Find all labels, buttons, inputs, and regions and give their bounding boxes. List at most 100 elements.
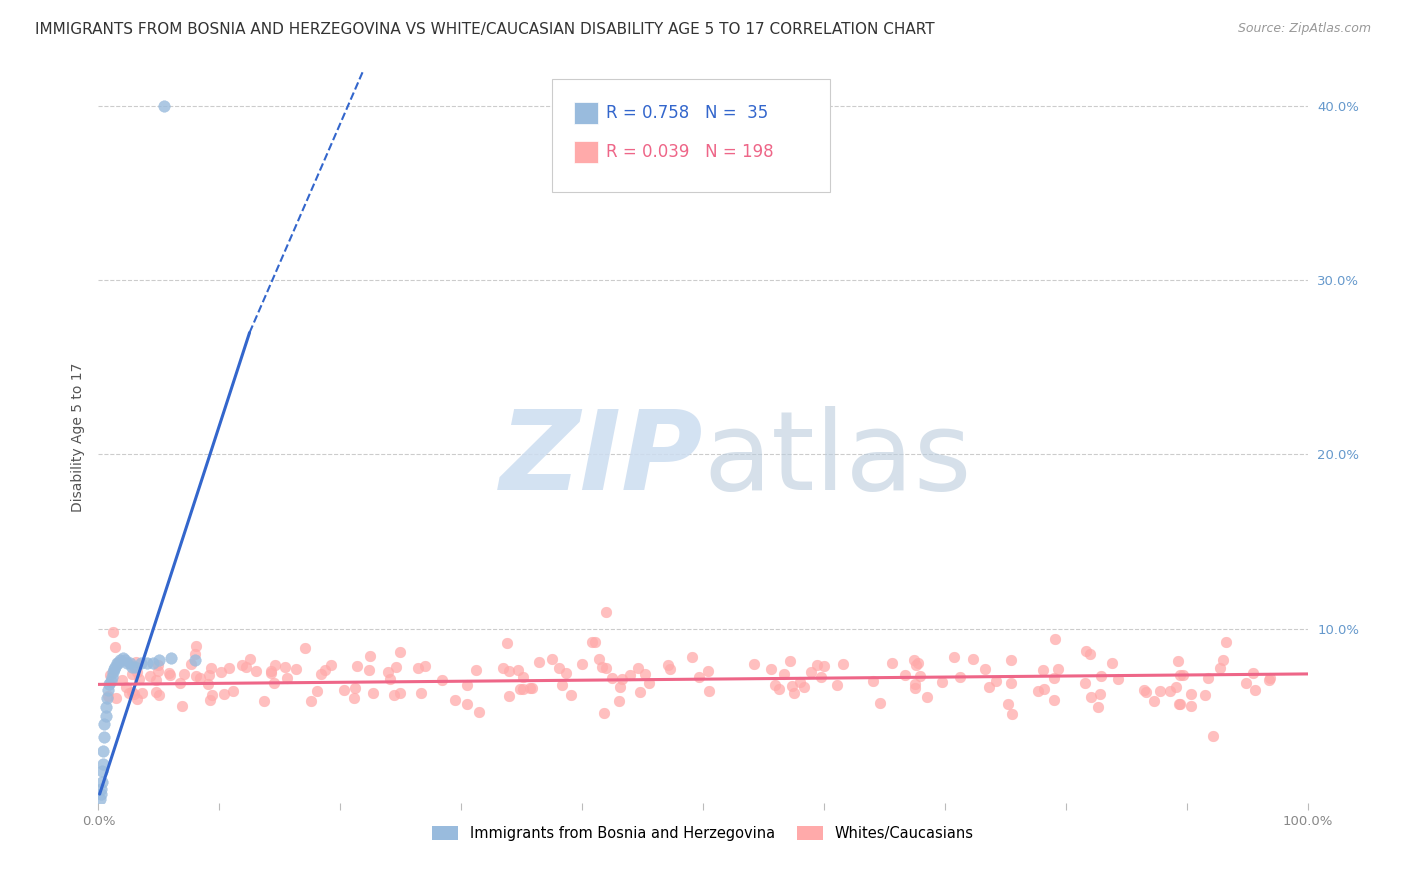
Point xyxy=(1143,694,1166,708)
Point xyxy=(997,698,1019,712)
Point xyxy=(90,787,112,801)
Point xyxy=(1076,644,1098,658)
Point xyxy=(768,682,790,697)
Point xyxy=(346,658,368,673)
Text: Source: ZipAtlas.com: Source: ZipAtlas.com xyxy=(1237,22,1371,36)
Point xyxy=(496,636,519,650)
Point xyxy=(974,662,997,676)
FancyBboxPatch shape xyxy=(551,78,830,192)
Point xyxy=(1080,690,1102,704)
Y-axis label: Disability Age 5 to 17: Disability Age 5 to 17 xyxy=(70,362,84,512)
Point xyxy=(198,693,221,707)
Point xyxy=(96,691,118,706)
Point xyxy=(159,667,181,681)
Point xyxy=(263,676,285,690)
Point xyxy=(377,665,399,679)
Point xyxy=(184,669,207,683)
Point xyxy=(512,670,534,684)
Point xyxy=(903,653,925,667)
Point xyxy=(148,688,170,702)
Point xyxy=(943,649,966,664)
Point xyxy=(305,684,328,698)
Point xyxy=(103,662,125,676)
Point xyxy=(1168,697,1191,711)
Point xyxy=(443,693,465,707)
Point xyxy=(343,681,366,695)
Point xyxy=(697,664,720,678)
Point xyxy=(146,657,169,672)
Point xyxy=(121,684,143,698)
Point xyxy=(548,661,571,675)
Text: IMMIGRANTS FROM BOSNIA AND HERZEGOVINA VS WHITE/CAUCASIAN DISABILITY AGE 5 TO 17: IMMIGRANTS FROM BOSNIA AND HERZEGOVINA V… xyxy=(35,22,935,37)
Point xyxy=(183,647,205,661)
Point xyxy=(984,674,1007,689)
Point xyxy=(527,655,550,669)
Point xyxy=(114,653,136,667)
Point xyxy=(509,681,531,696)
Point xyxy=(581,635,603,649)
Point xyxy=(1000,653,1022,667)
Point xyxy=(763,678,786,692)
Point xyxy=(188,671,211,685)
Point xyxy=(1258,671,1281,685)
Point xyxy=(1032,664,1054,678)
Point xyxy=(186,639,208,653)
Point xyxy=(430,673,453,688)
Point xyxy=(101,665,124,680)
Point xyxy=(742,657,765,672)
Point xyxy=(274,660,297,674)
Point xyxy=(1149,684,1171,698)
Point xyxy=(110,673,132,688)
Point xyxy=(218,661,240,675)
Point xyxy=(456,697,478,711)
Point xyxy=(1258,673,1281,687)
Point xyxy=(1026,684,1049,698)
Point xyxy=(260,666,283,681)
Point xyxy=(299,694,322,708)
Point xyxy=(309,666,332,681)
Point xyxy=(1101,656,1123,670)
Point xyxy=(1000,675,1022,690)
Point xyxy=(253,694,276,708)
Point xyxy=(128,672,150,686)
Point xyxy=(91,743,114,757)
Point xyxy=(118,686,141,700)
Point xyxy=(1046,662,1069,676)
Point xyxy=(157,666,180,681)
Point xyxy=(917,690,939,704)
Point xyxy=(869,696,891,710)
Point xyxy=(100,670,122,684)
Point xyxy=(104,640,127,654)
Point xyxy=(779,654,801,668)
Point xyxy=(98,677,121,691)
Point xyxy=(104,690,127,705)
Point xyxy=(294,641,316,656)
Point xyxy=(949,670,972,684)
Point xyxy=(512,681,534,696)
Point xyxy=(627,661,650,675)
Point xyxy=(173,667,195,681)
Point xyxy=(198,668,221,682)
Point xyxy=(100,673,122,688)
Point xyxy=(343,690,366,705)
Point xyxy=(1234,675,1257,690)
Point xyxy=(519,681,541,695)
Point xyxy=(904,657,927,672)
Point xyxy=(793,681,815,695)
Point xyxy=(1180,698,1202,713)
Point xyxy=(962,652,984,666)
Point xyxy=(541,652,564,666)
Point xyxy=(1164,680,1187,694)
Point xyxy=(498,665,520,679)
Point xyxy=(806,657,828,672)
Point xyxy=(111,651,134,665)
Point xyxy=(97,689,120,703)
Point xyxy=(135,657,157,671)
Point xyxy=(904,681,927,695)
Point xyxy=(108,653,131,667)
Point xyxy=(508,663,530,677)
Text: R = 0.039   N = 198: R = 0.039 N = 198 xyxy=(606,143,773,161)
Point xyxy=(104,660,127,674)
Point xyxy=(100,668,122,682)
Point xyxy=(160,651,183,665)
